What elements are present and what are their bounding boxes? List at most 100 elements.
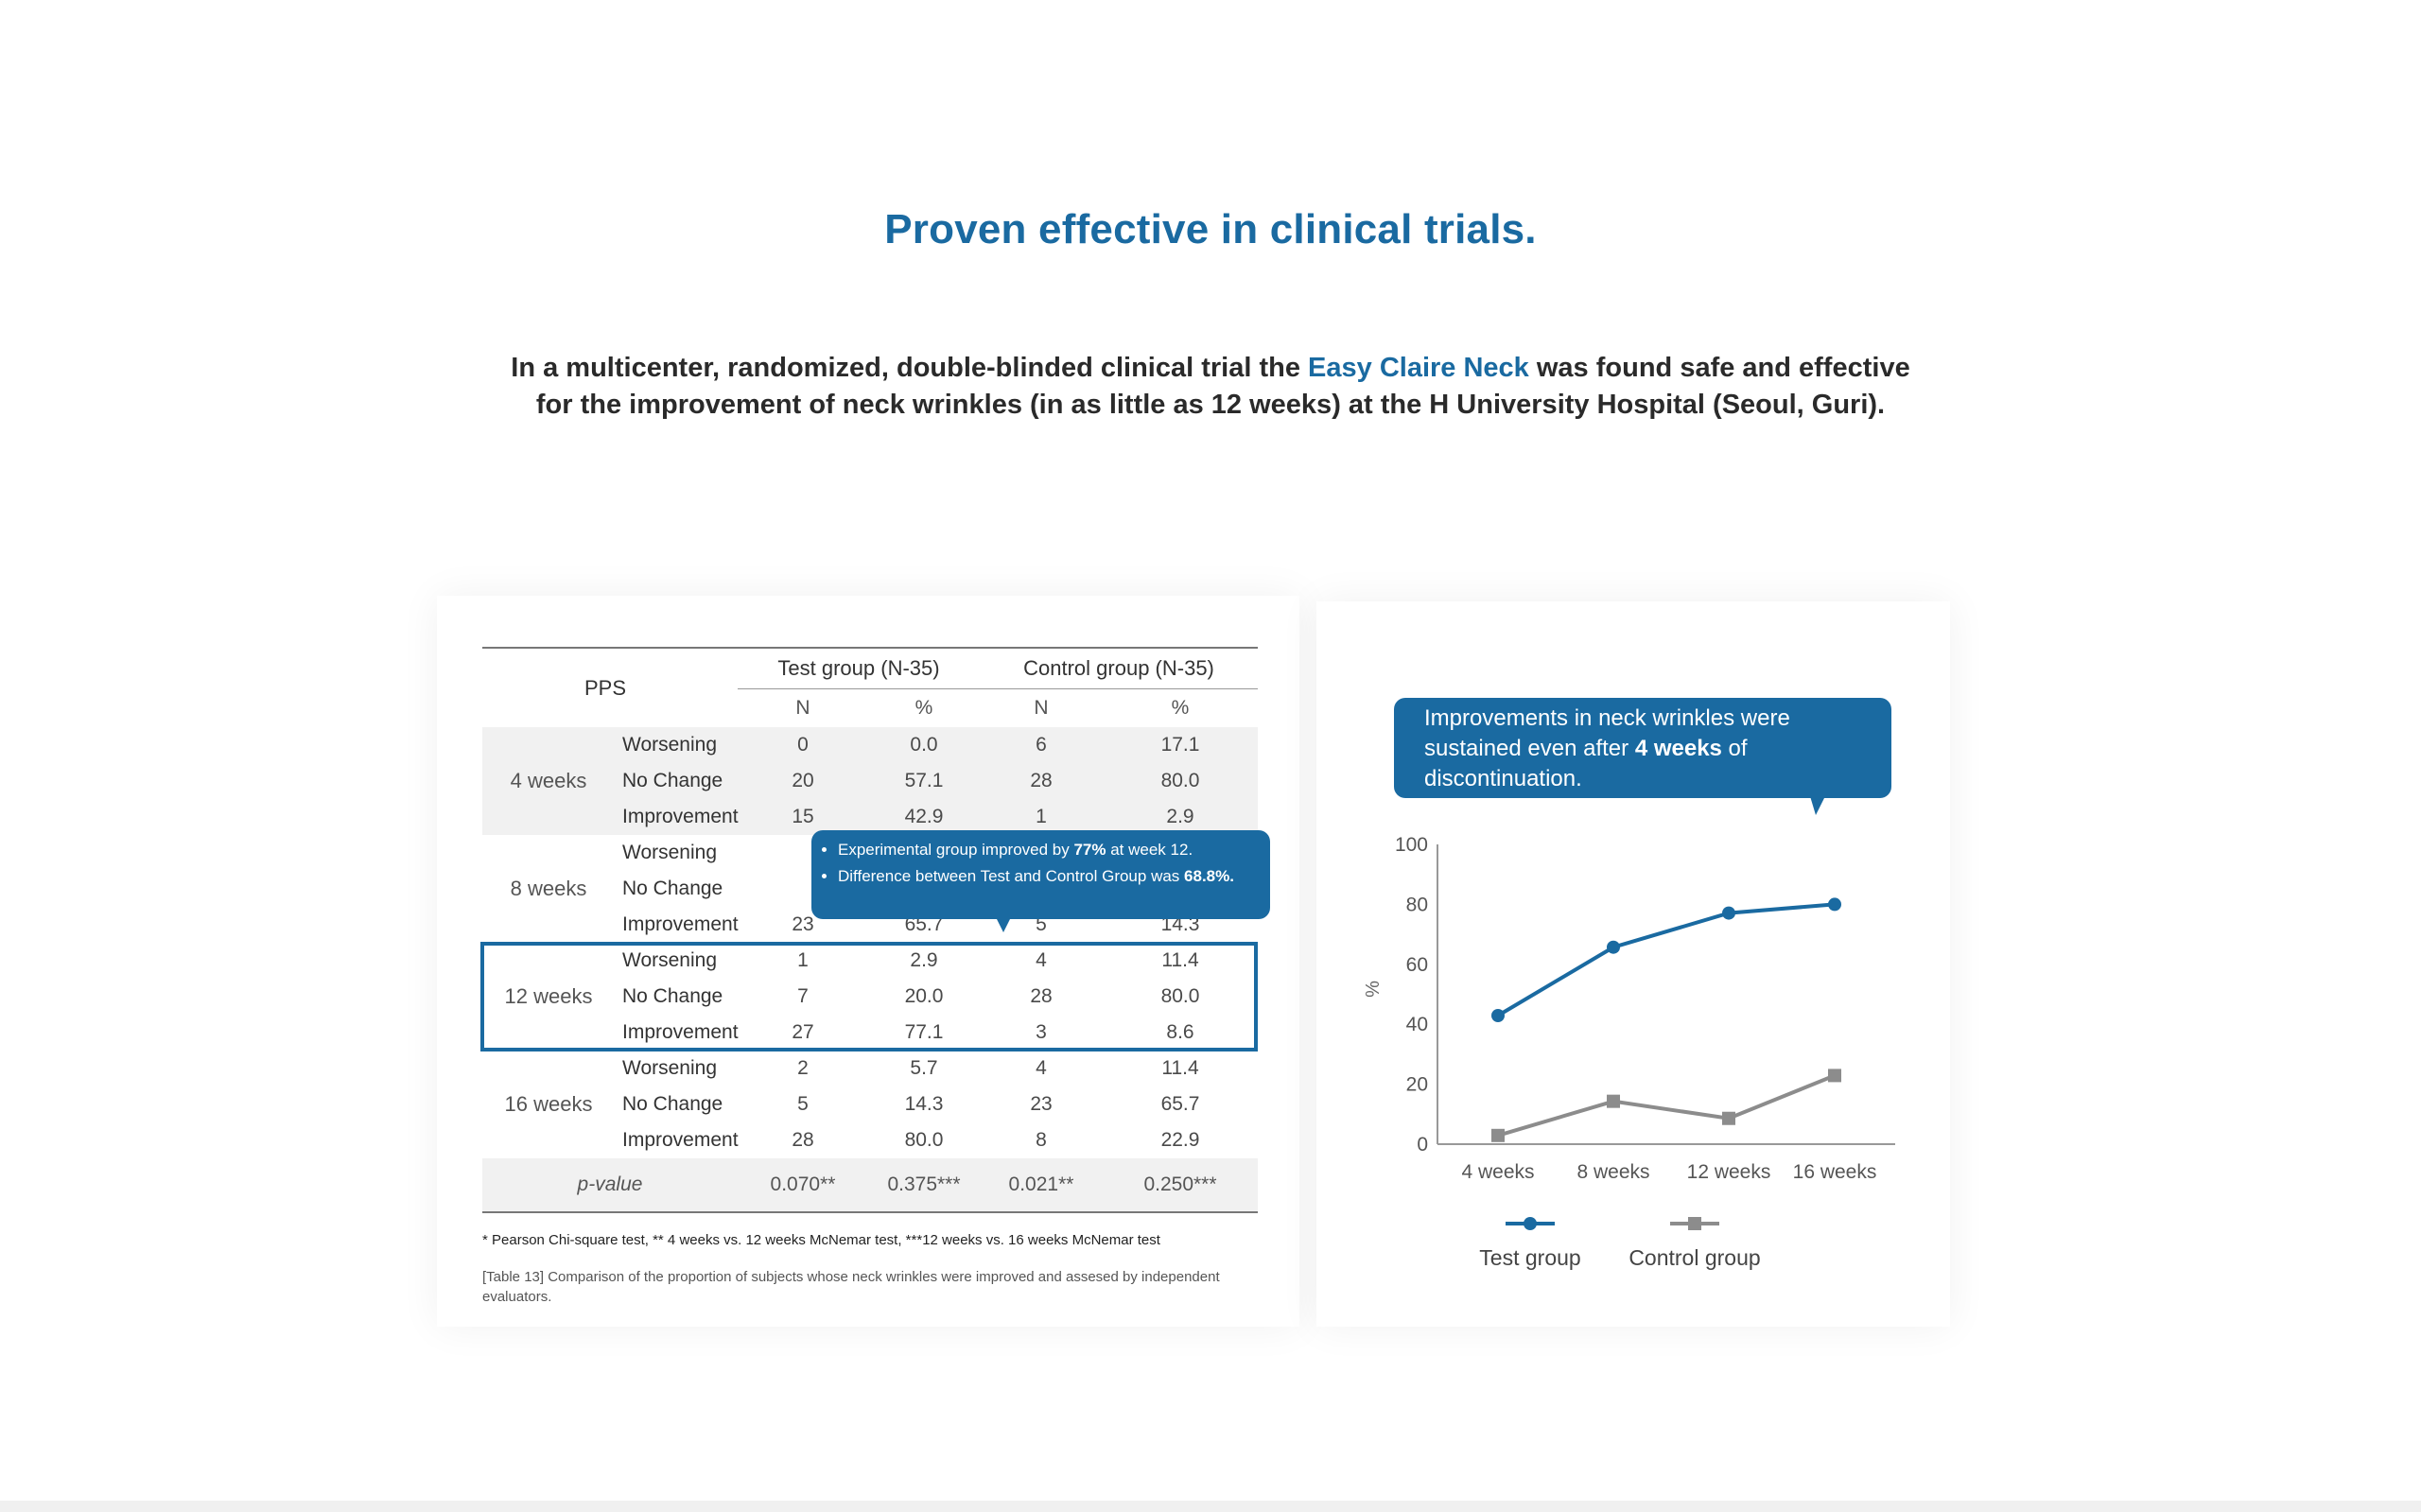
condition-label: No Change [622, 1093, 723, 1115]
y-tick-label: 60 [1406, 954, 1428, 976]
period-label: 16 weeks [504, 1092, 593, 1116]
y-tick-label: 0 [1417, 1134, 1428, 1156]
series-layer [1491, 897, 1841, 1142]
control-n: 6 [980, 727, 1103, 763]
test-pct: 5.7 [910, 1057, 938, 1079]
callout-point: Experimental group improved by 77% at we… [838, 840, 1261, 860]
control-pct: 65.7 [1160, 1093, 1200, 1115]
legend: Test group Control group [1479, 1217, 1761, 1270]
test-pct: 57.1 [868, 763, 980, 799]
condition-label: Worsening [622, 842, 717, 863]
improvement-line-chart: 0 20 40 60 80 100 4 weeks 8 weeks 12 weeks 16 we… [1363, 834, 1895, 1270]
y-tick-label: 40 [1406, 1014, 1428, 1035]
pvalue-test-pct: 0.375*** [868, 1158, 980, 1213]
control-n: 28 [1030, 985, 1053, 1007]
pvalue-test-n: 0.070** [738, 1158, 868, 1213]
callout-pointer [996, 917, 1011, 932]
y-axis-label: % [1363, 981, 1384, 998]
pps-header: PPS [482, 647, 738, 727]
test-n: 27 [792, 1021, 814, 1043]
control-n: 4 [1036, 949, 1047, 971]
table-row: Improvement 15 42.9 1 2.9 [482, 799, 1258, 835]
table-row: No Change 5 14.3 23 65.7 [482, 1086, 1258, 1122]
test-n: 5 [797, 1093, 809, 1115]
test-n: 28 [792, 1129, 814, 1151]
condition-label: Improvement [622, 913, 739, 935]
week-12-highlight [480, 942, 1258, 1051]
page-title: Proven effective in clinical trials. [884, 206, 1537, 252]
data-point-control [1828, 1069, 1841, 1083]
control-pct: 80.0 [1160, 985, 1200, 1007]
table-row: Improvement 28 80.0 8 22.9 [482, 1122, 1258, 1158]
bottom-strip [0, 1501, 2421, 1512]
data-point-test [1722, 906, 1735, 920]
test-n: 2 [797, 1057, 809, 1079]
control-n: 28 [980, 763, 1103, 799]
condition-label: Worsening [622, 949, 717, 971]
results-table: PPS Test group (N-35) Control group (N-3… [482, 647, 1258, 1213]
data-point-control [1722, 1111, 1735, 1125]
condition-label: Improvement [615, 799, 739, 835]
y-tick-label: 20 [1406, 1074, 1428, 1096]
test-pct-header: % [914, 697, 933, 719]
control-pct: 80.0 [1103, 763, 1258, 799]
intro-paragraph: In a multicenter, randomized, double-bli… [511, 350, 1910, 424]
legend-marker [1688, 1217, 1701, 1230]
control-pct: 22.9 [1160, 1129, 1200, 1151]
pvalue-label: p-value [482, 1158, 738, 1213]
control-n: 1 [980, 799, 1103, 835]
data-point-test [1607, 940, 1620, 954]
control-pct: 2.9 [1103, 799, 1258, 835]
test-n: 20 [738, 763, 868, 799]
table-row: 12 weeks Worsening 1 2.9 4 11.4 [482, 943, 1258, 1008]
test-n: 1 [797, 949, 809, 971]
test-pct: 2.9 [910, 949, 938, 971]
table-caption: [Table 13] Comparison of the proportion … [482, 1269, 1220, 1305]
legend-label: Test group [1479, 1245, 1580, 1270]
period-label: 4 weeks [482, 727, 615, 835]
test-pct: 14.3 [904, 1093, 944, 1115]
test-n: 0 [738, 727, 868, 763]
control-n-header: N [1034, 697, 1049, 719]
condition-label: Improvement [622, 1021, 739, 1043]
test-n: 15 [738, 799, 868, 835]
callout-point: Difference between Test and Control Grou… [838, 866, 1261, 887]
control-n: 23 [1030, 1093, 1053, 1115]
control-pct: 11.4 [1161, 1057, 1199, 1079]
x-tick-label: 12 weeks [1687, 1161, 1771, 1183]
control-pct: 17.1 [1103, 727, 1258, 763]
intro-text-before: In a multicenter, randomized, double-bli… [511, 353, 1309, 383]
control-pct: 8.6 [1166, 1021, 1194, 1043]
control-n: 4 [1036, 1057, 1047, 1079]
test-pct: 80.0 [904, 1129, 944, 1151]
test-pct: 0.0 [868, 727, 980, 763]
table-callout: Experimental group improved by 77% at we… [811, 830, 1270, 932]
test-pct: 42.9 [868, 799, 980, 835]
table-row: No Change [482, 871, 1258, 907]
series-line-test [1496, 902, 1836, 1017]
table-row: 16 weeks Worsening 2 5.7 4 11.4 [482, 1051, 1258, 1116]
pvalue-row: p-value 0.070** 0.375*** 0.021** 0.250**… [482, 1158, 1258, 1213]
x-tick-label: 16 weeks [1793, 1161, 1877, 1183]
y-tick-label: 80 [1406, 894, 1428, 915]
table-row: 4 weeks Worsening 0 0.0 6 17.1 [482, 727, 1258, 835]
data-point-test [1491, 1009, 1505, 1023]
condition-label: No Change [622, 985, 723, 1007]
x-tick-label: 8 weeks [1576, 1161, 1649, 1183]
test-n: 23 [792, 913, 814, 935]
condition-label: No Change [615, 763, 738, 799]
legend-marker [1524, 1217, 1537, 1230]
test-n: 7 [797, 985, 809, 1007]
y-ticks: 0 20 40 60 80 100 [1395, 834, 1428, 1156]
control-n: 8 [1036, 1129, 1047, 1151]
table-row: No Change 20 57.1 28 80.0 [482, 763, 1258, 799]
legend-label: Control group [1629, 1245, 1760, 1270]
y-tick-label: 100 [1395, 834, 1428, 856]
control-n: 5 [1036, 913, 1047, 935]
results-table-wrap: PPS Test group (N-35) Control group (N-3… [482, 647, 1258, 1213]
intro-text-after: was found safe and effective for the imp… [535, 353, 1910, 420]
series-line-control [1497, 1073, 1836, 1138]
control-group-header: Control group (N-35) [980, 647, 1258, 689]
x-ticks: 4 weeks 8 weeks 12 weeks 16 weeks [1461, 1161, 1876, 1183]
table-row: Improvement 23 65.7 5 14.3 [482, 907, 1258, 943]
